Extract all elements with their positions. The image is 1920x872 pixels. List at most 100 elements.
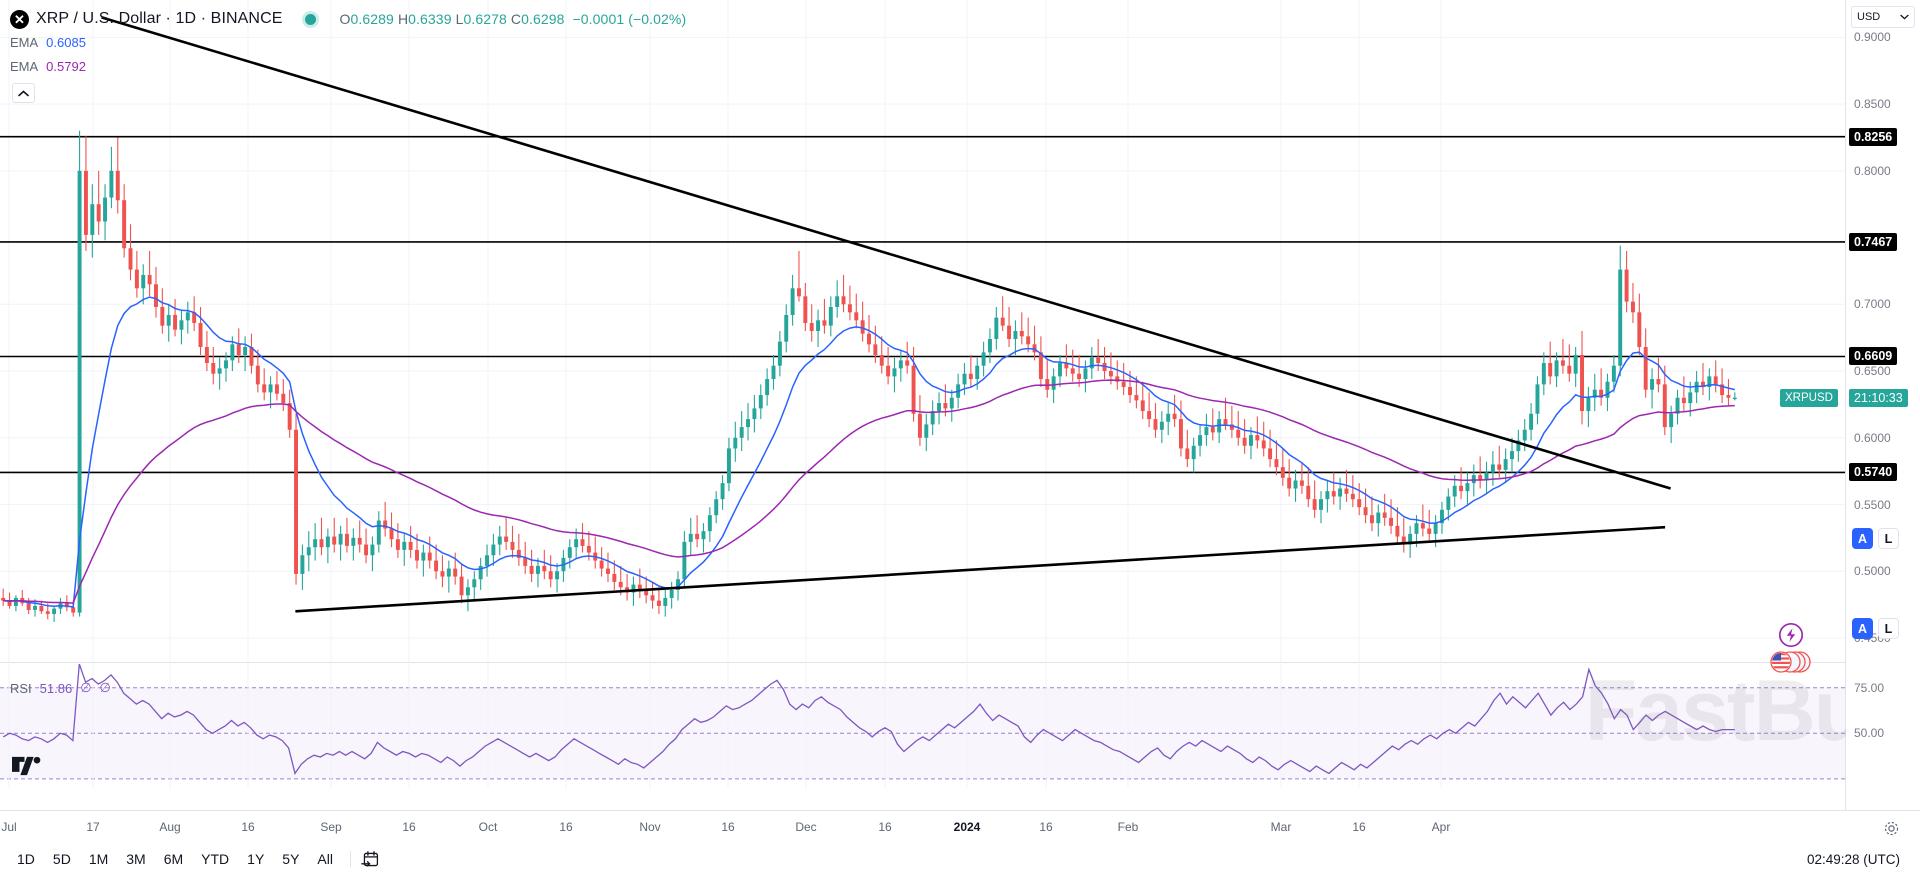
timeframe-button-1d[interactable]: 1D xyxy=(17,851,35,867)
price-pane[interactable] xyxy=(0,0,1846,662)
low-label: L xyxy=(455,11,464,27)
close-label: C xyxy=(510,11,522,27)
time-tick: Feb xyxy=(1117,820,1139,834)
change-value: −0.0001 xyxy=(572,11,625,27)
time-tick: Nov xyxy=(639,820,661,834)
price-tick: 0.6000 xyxy=(1854,430,1891,445)
symbol-price-pill[interactable]: XRPUSD xyxy=(1780,388,1838,407)
rsi-log-scale-button[interactable]: L xyxy=(1878,618,1899,639)
series-status-dot xyxy=(304,13,316,25)
price-axis[interactable]: USD XRPUSD A L A L 0.9000 0.8500 0.8000 0.7… xyxy=(1780,0,1920,810)
time-tick: Aug xyxy=(159,820,181,834)
time-tick: 17 xyxy=(86,820,100,834)
price-tick: 0.5000 xyxy=(1854,564,1891,579)
ema-slow-value: 0.5792 xyxy=(46,58,86,74)
currency-label: USD xyxy=(1857,11,1881,23)
usd-coins-icon[interactable] xyxy=(1770,650,1812,679)
lightning-bolt-icon[interactable] xyxy=(1778,622,1804,653)
bottom-toolbar[interactable]: 1D 5D 1M 3M 6M YTD 1Y 5Y All 02:49:28 (UTC) xyxy=(0,846,1920,872)
tradingview-logo-icon[interactable] xyxy=(12,756,42,781)
time-tick: 16 xyxy=(878,820,892,834)
time-tick: 16 xyxy=(1039,820,1053,834)
rsi-auto-scale-button[interactable]: A xyxy=(1852,618,1873,639)
time-axis[interactable]: Jul 17 Aug 16 Sep 16 Oct 16 Nov 16 Dec 16 2024 16 Feb M… xyxy=(0,810,1920,846)
timeframe-buttons[interactable]: 1D 5D 1M 3M 6M YTD 1Y 5Y All xyxy=(8,849,342,869)
symbol-title[interactable]: XRP / U.S. Dollar · 1D · BINANCE xyxy=(36,10,283,27)
time-tick: Sep xyxy=(320,820,342,834)
rsi-scale-buttons[interactable]: A L xyxy=(1852,618,1899,639)
timeframe-button-ytd[interactable]: YTD xyxy=(201,851,230,867)
collapse-legend-button[interactable] xyxy=(12,83,35,103)
time-tick: 16 xyxy=(1352,820,1366,834)
indicator-row-ema-fast[interactable]: EMA 0.6085 xyxy=(10,30,686,54)
price-tick: 0.7000 xyxy=(1854,297,1891,312)
indicator-row-ema-slow[interactable]: EMA 0.5792 xyxy=(10,54,686,78)
chevron-up-icon xyxy=(18,89,29,96)
time-tick: Mar xyxy=(1270,820,1292,834)
time-tick: 16 xyxy=(559,820,573,834)
time-tick: 16 xyxy=(402,820,416,834)
ohlc-values: O0.6289 H0.6339 L0.6278 C0.6298 −0.0001 … xyxy=(340,11,687,27)
rsi-plot-area[interactable] xyxy=(0,664,1846,788)
time-tick: Jul xyxy=(1,820,17,834)
live-countdown-pill[interactable]: 21:10:33 xyxy=(1849,388,1908,407)
timeframe-button-6m[interactable]: 6M xyxy=(163,851,184,867)
time-tick: 16 xyxy=(241,820,255,834)
calendar-goto-icon[interactable] xyxy=(361,850,380,869)
time-tick: Apr xyxy=(1431,820,1451,834)
timeframe-button-3m[interactable]: 3M xyxy=(126,851,146,867)
toolbar-separator xyxy=(349,851,351,867)
xrp-symbol-icon: ✕ xyxy=(10,9,29,29)
rsi-value: 51.86 xyxy=(39,680,73,696)
chevron-down-icon xyxy=(1900,14,1909,20)
rsi-label: RSI xyxy=(10,680,32,696)
timeframe-button-5y[interactable]: 5Y xyxy=(282,851,300,867)
price-axis-divider[interactable] xyxy=(1845,0,1846,810)
price-plot-area[interactable] xyxy=(0,0,1846,662)
auto-scale-button[interactable]: A xyxy=(1852,528,1873,549)
utc-clock: 02:49:28 (UTC) xyxy=(1806,851,1900,867)
low-value: 0.6278 xyxy=(463,11,507,27)
rsi-pane[interactable] xyxy=(0,664,1846,788)
change-percent: (−0.02%) xyxy=(628,11,687,27)
legend-title-row[interactable]: ✕ XRP / U.S. Dollar · 1D · BINANCE O0.62… xyxy=(10,8,686,30)
price-tick: 0.8500 xyxy=(1854,97,1891,112)
price-level-pill[interactable]: 0.8256 xyxy=(1849,127,1898,146)
rsi-extra-2: ∅ xyxy=(99,680,111,695)
time-tick: 16 xyxy=(721,820,735,834)
price-tick: 0.6500 xyxy=(1854,364,1891,379)
price-level-pill[interactable]: 0.7467 xyxy=(1849,232,1898,251)
pane-divider[interactable] xyxy=(0,662,1846,663)
time-tick: Dec xyxy=(795,820,817,834)
rsi-tick: 50.00 xyxy=(1854,726,1885,741)
high-value: 0.6339 xyxy=(408,11,452,27)
candlestick-plot xyxy=(0,0,1846,662)
ema-fast-value: 0.6085 xyxy=(46,34,86,50)
price-scale-buttons[interactable]: A L xyxy=(1852,528,1899,549)
price-tick: 0.8000 xyxy=(1854,163,1891,178)
price-level-pill[interactable]: 0.6609 xyxy=(1849,347,1898,366)
timeframe-button-1m[interactable]: 1M xyxy=(88,851,109,867)
rsi-legend[interactable]: RSI 51.86 ∅ ∅ xyxy=(10,680,111,696)
timeframe-button-5d[interactable]: 5D xyxy=(52,851,71,867)
price-level-pill[interactable]: 0.5740 xyxy=(1849,463,1898,482)
timeframe-button-all[interactable]: All xyxy=(317,851,333,867)
time-tick: 2024 xyxy=(953,820,981,834)
rsi-line-plot xyxy=(0,664,1846,788)
high-label: H xyxy=(397,11,409,27)
chart-legend: ✕ XRP / U.S. Dollar · 1D · BINANCE O0.62… xyxy=(10,8,686,78)
open-value: 0.6289 xyxy=(350,11,394,27)
close-value: 0.6298 xyxy=(521,11,565,27)
currency-select[interactable]: USD xyxy=(1851,6,1915,28)
ema-slow-label: EMA xyxy=(10,58,39,74)
price-tick: 0.9000 xyxy=(1854,30,1891,45)
time-tick: Oct xyxy=(478,820,498,834)
timeframe-button-1y[interactable]: 1Y xyxy=(247,851,265,867)
chart-settings-gear-icon[interactable] xyxy=(1883,820,1900,842)
log-scale-button[interactable]: L xyxy=(1878,528,1899,549)
rsi-extra-1: ∅ xyxy=(80,680,92,695)
open-label: O xyxy=(339,11,351,27)
ema-fast-label: EMA xyxy=(10,34,39,50)
price-tick: 0.5500 xyxy=(1854,497,1891,512)
